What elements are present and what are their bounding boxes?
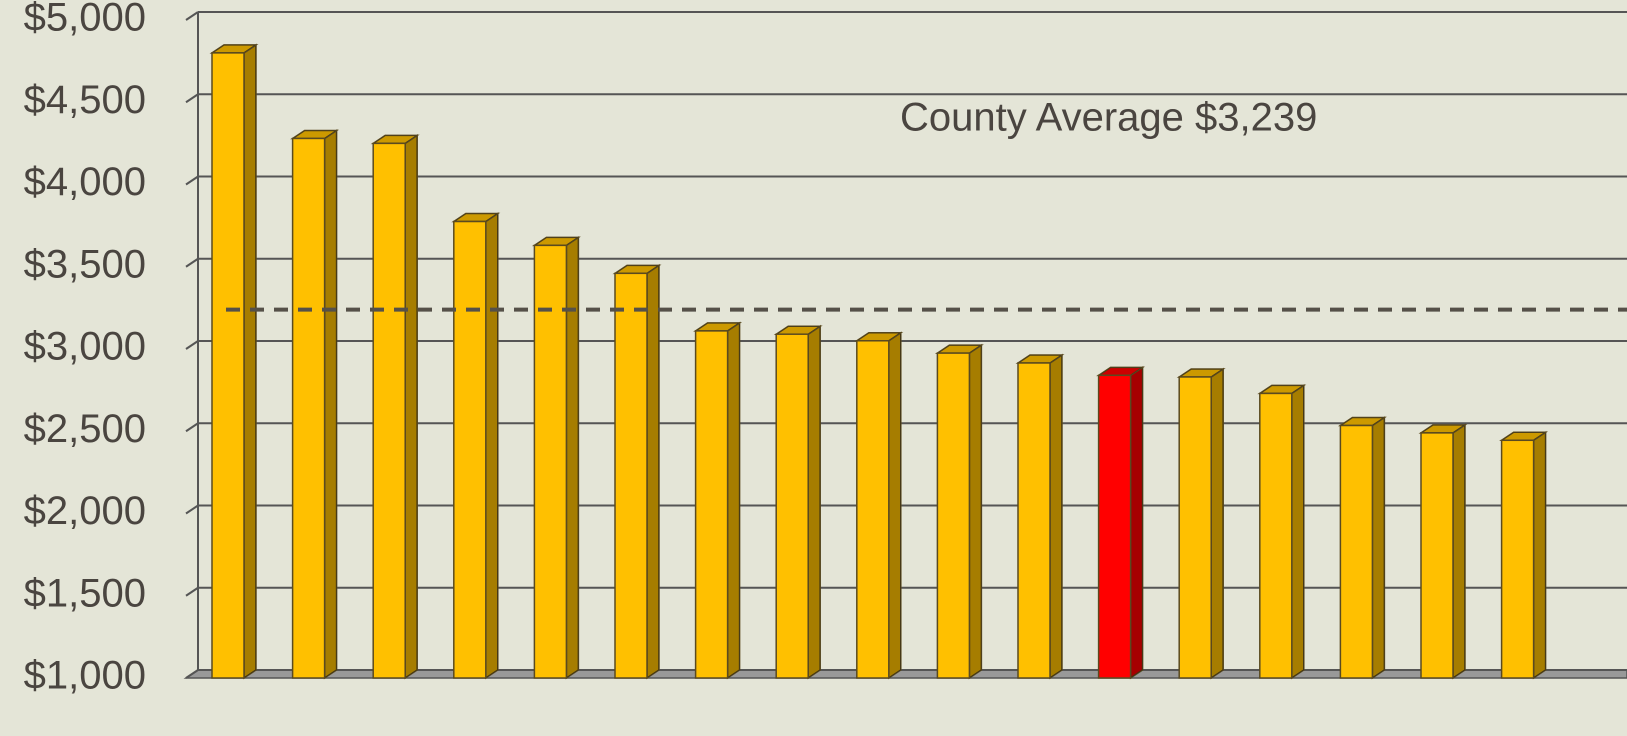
bar	[372, 142, 406, 679]
bar-side-shade	[1211, 368, 1224, 678]
bar-top-shade	[1421, 424, 1465, 433]
bar	[775, 333, 809, 679]
bar-side-shade	[1291, 385, 1304, 678]
bar-top-shade	[1259, 385, 1304, 394]
bar	[694, 330, 729, 679]
bar-top-shade	[292, 130, 337, 139]
bar-top-shade	[695, 322, 740, 331]
tick-mark	[185, 175, 199, 186]
bar-top-shade	[615, 265, 659, 274]
bar	[1259, 392, 1293, 679]
y-tick-label: $4,500	[24, 78, 146, 122]
bar	[1500, 439, 1535, 679]
bar-side-shade	[1453, 424, 1465, 678]
bar-top-shade	[1098, 367, 1143, 376]
bar-side-shade	[324, 130, 337, 678]
bar	[291, 137, 326, 679]
bar-side-shade	[1130, 367, 1143, 678]
tick-mark	[185, 669, 199, 679]
tick-mark	[185, 11, 199, 21]
y-tick-label: $2,500	[24, 407, 146, 451]
y-tick-label: $2,000	[24, 489, 146, 533]
y-tick-label: $1,500	[24, 571, 146, 615]
bar-top-shade	[856, 332, 901, 341]
y-tick-label: $4,000	[24, 160, 146, 204]
bar	[856, 340, 890, 679]
bar-top-shade	[1018, 354, 1062, 363]
tick-mark	[185, 340, 199, 350]
y-tick-label: $3,500	[24, 242, 146, 286]
bar	[1097, 374, 1132, 679]
bar	[1017, 362, 1051, 679]
bar-side-shade	[1533, 432, 1546, 678]
bar-side-shade	[244, 44, 256, 678]
bar-side-shade	[1050, 354, 1062, 678]
bar-top-shade	[937, 345, 982, 354]
tick-mark	[185, 93, 199, 104]
bar-top-shade	[212, 44, 256, 53]
bar	[453, 220, 487, 679]
bar-side-shade	[969, 345, 982, 678]
tick-mark	[185, 257, 199, 268]
bar	[936, 352, 971, 679]
bar-top-shade	[1340, 417, 1385, 426]
bar	[211, 52, 245, 679]
bar	[1178, 376, 1212, 679]
bar	[1420, 432, 1454, 679]
tick-mark	[185, 586, 199, 597]
average-annotation: County Average $3,239	[900, 96, 1317, 140]
bar-top-shade	[373, 135, 418, 144]
bar	[614, 272, 648, 679]
bar-top-shade	[1501, 432, 1546, 441]
bar-top-shade	[1179, 368, 1224, 377]
y-tick-label: $3,000	[24, 325, 146, 369]
bar-side-shade	[485, 213, 498, 678]
bar-side-shade	[566, 237, 579, 679]
y-tick-label: $5,000	[24, 0, 146, 40]
bar-side-shade	[808, 326, 821, 678]
y-tick-label: $1,000	[24, 654, 146, 698]
bar	[1339, 424, 1374, 679]
tick-mark	[185, 504, 199, 515]
bar-top-shade	[453, 213, 498, 222]
bar-side-shade	[888, 332, 901, 678]
tick-mark	[185, 422, 199, 433]
bar-side-shade	[647, 265, 659, 678]
bar-top-shade	[776, 326, 821, 335]
bar-side-shade	[405, 135, 418, 678]
bar	[533, 244, 568, 679]
bar-side-shade	[1372, 417, 1385, 678]
bar-side-shade	[727, 322, 740, 678]
bar-top-shade	[534, 237, 579, 246]
